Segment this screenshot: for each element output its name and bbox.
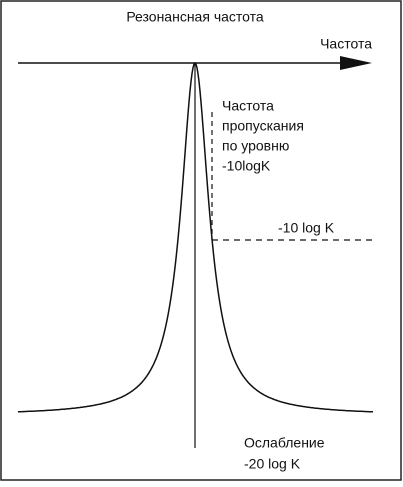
passband-label: Частота — [222, 98, 274, 114]
passband-label: по уровню — [222, 138, 289, 154]
resonance-curve — [17, 61, 373, 413]
axis-arrow — [340, 56, 372, 70]
attenuation-label: Ослабление — [244, 435, 325, 451]
axis-label: Частота — [320, 36, 372, 52]
passband-label: -10logK — [222, 158, 271, 174]
passband-label: пропускания — [222, 118, 304, 134]
level-label: -10 log K — [278, 220, 335, 236]
resonance-label: Резонансная частота — [126, 9, 264, 25]
attenuation-label: -20 log K — [244, 456, 301, 472]
